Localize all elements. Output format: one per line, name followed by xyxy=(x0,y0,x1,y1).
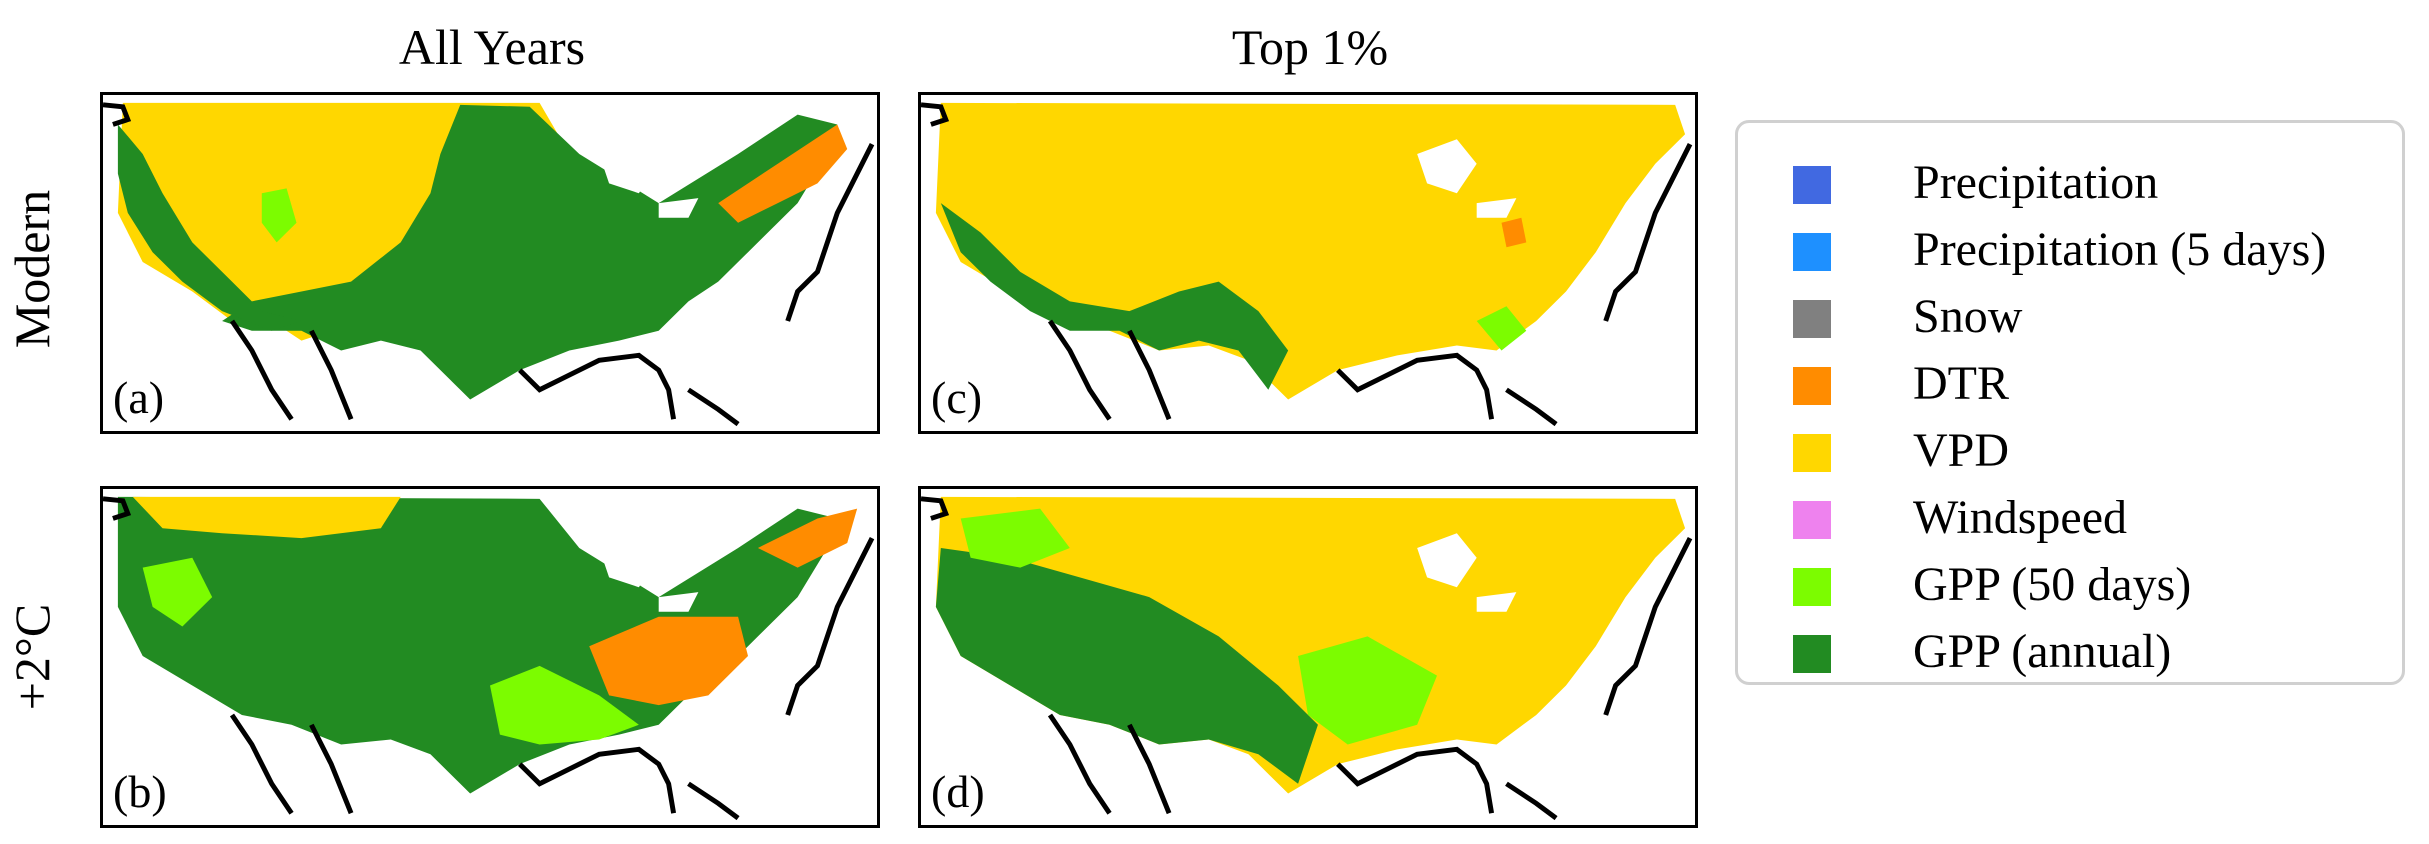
legend-item-precipitation: Precipitation xyxy=(1738,158,2402,208)
land-dtr-patch xyxy=(1501,217,1527,248)
legend-label-gpp-annual: GPP (annual) xyxy=(1913,625,2172,678)
row-label-modern: Modern xyxy=(4,189,60,349)
land-dtr-east xyxy=(589,616,748,706)
coastline xyxy=(1047,537,1693,821)
legend-item-windspeed: Windspeed xyxy=(1738,493,2402,543)
map-panel-b: (b) xyxy=(100,486,880,828)
legend-label-dtr: DTR xyxy=(1913,357,2009,410)
legend-label-vpd: VPD xyxy=(1913,424,2010,477)
coast-north xyxy=(103,496,132,521)
land-gpp50-region xyxy=(960,508,1437,745)
legend: Precipitation Precipitation (5 days) Sno… xyxy=(1735,120,2405,685)
panel-label-b: (b) xyxy=(113,766,167,817)
legend-swatch-snow xyxy=(1793,300,1831,338)
land-gpp-annual-southwest xyxy=(940,203,1289,390)
row-label-plus2c: +2°C xyxy=(4,603,60,711)
legend-item-vpd: VPD xyxy=(1738,426,2402,476)
land-gpp-annual-west-coast xyxy=(117,124,302,331)
legend-label-precipitation: Precipitation xyxy=(1913,156,2159,209)
land-gpp-annual-southwest xyxy=(935,547,1318,784)
great-lakes xyxy=(599,139,699,218)
legend-swatch-dtr xyxy=(1793,367,1831,405)
legend-item-gpp-50-days: GPP (50 days) xyxy=(1738,560,2402,610)
panel-label-d: (d) xyxy=(931,766,985,817)
land-dtr-northeast xyxy=(718,124,848,223)
land-gpp-annual-region xyxy=(117,496,838,794)
map-a-svg xyxy=(103,102,875,427)
legend-swatch-vpd xyxy=(1793,434,1831,472)
land-gpp50-patch xyxy=(1476,306,1527,351)
legend-label-windspeed: Windspeed xyxy=(1913,491,2128,544)
land-gpp50-patch xyxy=(261,188,297,243)
panel-label-a: (a) xyxy=(113,372,165,423)
legend-label-gpp-50-days: GPP (50 days) xyxy=(1913,558,2192,611)
legend-swatch-gpp-annual xyxy=(1793,635,1831,673)
legend-label-snow: Snow xyxy=(1913,290,2023,343)
land-dtr-northeast xyxy=(757,508,858,568)
coastline xyxy=(229,143,875,427)
map-panel-d: (d) xyxy=(918,486,1698,828)
legend-item-dtr: DTR xyxy=(1738,359,2402,409)
map-panel-a: (a) xyxy=(100,92,880,434)
panel-label-c: (c) xyxy=(931,372,983,423)
land-gpp50-south xyxy=(490,665,639,745)
coast-north xyxy=(921,102,950,127)
map-panel-c: (c) xyxy=(918,92,1698,434)
coast-north xyxy=(103,102,132,127)
land-vpd-northwest xyxy=(132,496,401,539)
legend-swatch-gpp-50-days xyxy=(1793,568,1831,606)
land-vpd-region xyxy=(935,102,1686,400)
map-c-svg xyxy=(921,102,1693,427)
legend-item-precipitation-5-days: Precipitation (5 days) xyxy=(1738,225,2402,275)
coast-north xyxy=(921,496,950,521)
land-gpp-annual-region xyxy=(222,104,838,400)
column-title-all-years: All Years xyxy=(398,19,586,75)
legend-swatch-precipitation-5-days xyxy=(1793,233,1831,271)
map-b-svg xyxy=(103,496,875,821)
legend-swatch-precipitation xyxy=(1793,166,1831,204)
legend-item-gpp-annual: GPP (annual) xyxy=(1738,627,2402,677)
legend-label-precipitation-5-days: Precipitation (5 days) xyxy=(1913,223,2327,276)
column-title-top-1pct: Top 1% xyxy=(1231,19,1389,75)
map-d-svg xyxy=(921,496,1693,821)
coastline xyxy=(229,537,875,821)
land-gpp50-west xyxy=(142,557,213,627)
legend-item-snow: Snow xyxy=(1738,292,2402,342)
coastline xyxy=(1047,143,1693,427)
legend-swatch-windspeed xyxy=(1793,501,1831,539)
